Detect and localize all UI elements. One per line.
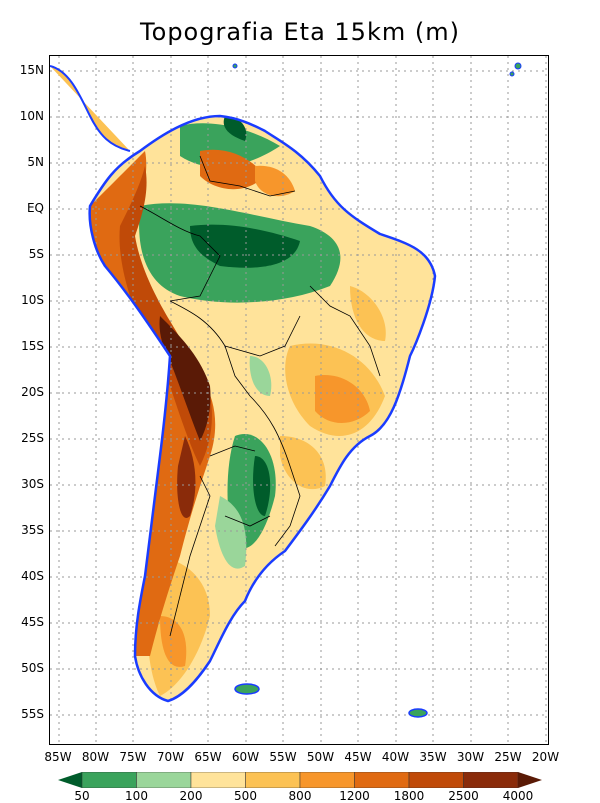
latitude-label: 40S: [21, 569, 44, 583]
topography-map: [50, 56, 548, 744]
longitude-label: 30W: [456, 750, 485, 764]
colorbar-segment: [190, 772, 246, 788]
latitude-label: 35S: [21, 523, 44, 537]
map-title: Topografia Eta 15km (m): [140, 18, 460, 46]
colorbar-high-extend: [518, 772, 542, 788]
colorbar-label: 4000: [502, 789, 534, 803]
latitude-label: 50S: [21, 661, 44, 675]
colorbar-label: 1800: [393, 789, 425, 803]
latitude-label: 25S: [21, 431, 44, 445]
latitude-label: EQ: [26, 201, 44, 215]
colorbar-label: 500: [234, 789, 257, 803]
latitude-label: 10S: [21, 293, 44, 307]
longitude-label: 45W: [344, 750, 372, 764]
elevation-bands: [89, 116, 435, 701]
colorbar-segment: [299, 772, 355, 788]
colorbar-segment: [408, 772, 464, 788]
latitude-label: 15N: [19, 63, 44, 77]
latitude-label: 5S: [28, 247, 44, 261]
colorbar-label: 200: [179, 789, 203, 803]
longitude-label: 50W: [306, 750, 335, 764]
south-georgia: [408, 708, 428, 718]
longitude-label: 70W: [156, 750, 185, 764]
longitude-label: 25W: [494, 750, 522, 764]
colorbar-low-extend: [58, 772, 82, 788]
colorbar-label: 800: [288, 789, 312, 803]
longitude-label: 20W: [531, 750, 560, 764]
colorbar-segment: [81, 772, 137, 788]
colorbar-label: 100: [125, 789, 148, 803]
latitude-label: 15S: [21, 339, 44, 353]
latitude-label: 5N: [27, 155, 44, 169]
longitude-label: 85W: [44, 750, 72, 764]
colorbar-segment: [463, 772, 519, 788]
colorbar-label: 50: [74, 789, 90, 803]
map-panel: [49, 55, 549, 745]
longitude-label: 55W: [269, 750, 297, 764]
latitude-label: 20S: [21, 385, 44, 399]
island: [509, 71, 515, 77]
longitude-label: 65W: [194, 750, 222, 764]
longitude-label: 60W: [231, 750, 260, 764]
latitude-label: 30S: [21, 477, 44, 491]
latitude-label: 55S: [21, 707, 44, 721]
longitude-label: 75W: [119, 750, 147, 764]
elevation-colorbar: [58, 772, 542, 788]
longitude-label: 35W: [419, 750, 447, 764]
island: [232, 63, 238, 69]
colorbar-segment: [245, 772, 301, 788]
colorbar-segment: [136, 772, 192, 788]
longitude-label: 40W: [381, 750, 410, 764]
latitude-label: 10N: [19, 109, 44, 123]
longitude-label: 80W: [81, 750, 110, 764]
central-america: [50, 65, 131, 152]
country-borders: [139, 155, 381, 637]
falkland-islands: [234, 683, 260, 695]
colorbar-label: 2500: [448, 789, 479, 803]
colorbar-label: 1200: [339, 789, 370, 803]
island: [514, 62, 522, 70]
colorbar-segment: [354, 772, 410, 788]
graticule: [50, 56, 548, 744]
latitude-label: 45S: [21, 615, 44, 629]
